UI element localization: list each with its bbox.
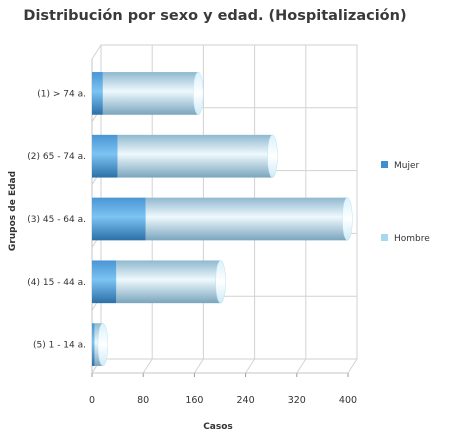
- legend-swatch: [381, 234, 388, 241]
- category-label: (4) 15 - 44 a.: [27, 278, 86, 288]
- legend[interactable]: Mujer Hombre: [381, 161, 430, 244]
- bar-mujer[interactable]: [92, 260, 117, 304]
- legend-label: Hombre: [394, 234, 430, 244]
- bar-end-cap: [97, 322, 109, 367]
- category-label: (3) 45 - 64 a.: [27, 215, 86, 225]
- bar-end-cap: [215, 260, 226, 304]
- grid-line-floor-diagonal: [142, 358, 153, 374]
- category-label: (2) 65 - 74 a.: [27, 152, 86, 162]
- chart-title: Distribución por sexo y edad. (Hospitali…: [23, 8, 406, 24]
- legend-label: Mujer: [394, 161, 420, 171]
- x-tick-label: 0: [89, 395, 95, 406]
- legend-item-mujer[interactable]: Mujer: [381, 161, 420, 171]
- bar-mujer[interactable]: [92, 72, 103, 115]
- grid-line-left-diagonal: [91, 44, 102, 60]
- legend-item-hombre[interactable]: Hombre: [381, 234, 430, 244]
- x-axis-title: Casos: [203, 422, 233, 432]
- bar-mujer[interactable]: [92, 134, 118, 178]
- grid-line-floor-diagonal: [347, 358, 358, 374]
- y-axis-title: Grupos de Edad: [8, 171, 18, 251]
- category-label: (5) 1 - 14 a.: [33, 341, 86, 351]
- bar-end-cap: [342, 197, 353, 241]
- bar-mujer[interactable]: [92, 323, 95, 366]
- bars-layer: [92, 71, 353, 367]
- grid-line-floor-diagonal: [193, 358, 204, 374]
- x-tick-label: 160: [185, 395, 203, 406]
- bar-hombre[interactable]: [145, 197, 348, 241]
- labels-layer: 0 80 160 240 320 400 (1) > 74 a. (2) 65 - 74 a.…: [27, 89, 357, 406]
- category-label: (1) > 74 a.: [37, 89, 86, 99]
- x-tick-label: 400: [339, 395, 357, 406]
- bar-end-cap: [192, 71, 204, 116]
- x-tick-label: 240: [237, 395, 255, 406]
- bar-hombre[interactable]: [102, 72, 199, 115]
- bar-hombre[interactable]: [117, 134, 273, 178]
- legend-swatch: [381, 161, 388, 168]
- bar-end-cap: [267, 134, 278, 178]
- x-tick-label: 80: [137, 395, 149, 406]
- bar-mujer[interactable]: [92, 197, 146, 241]
- grid-line-floor-diagonal: [245, 358, 256, 374]
- x-tick-label: 320: [288, 395, 306, 406]
- bar-hombre[interactable]: [116, 260, 221, 304]
- grid-line-floor-diagonal: [296, 358, 307, 374]
